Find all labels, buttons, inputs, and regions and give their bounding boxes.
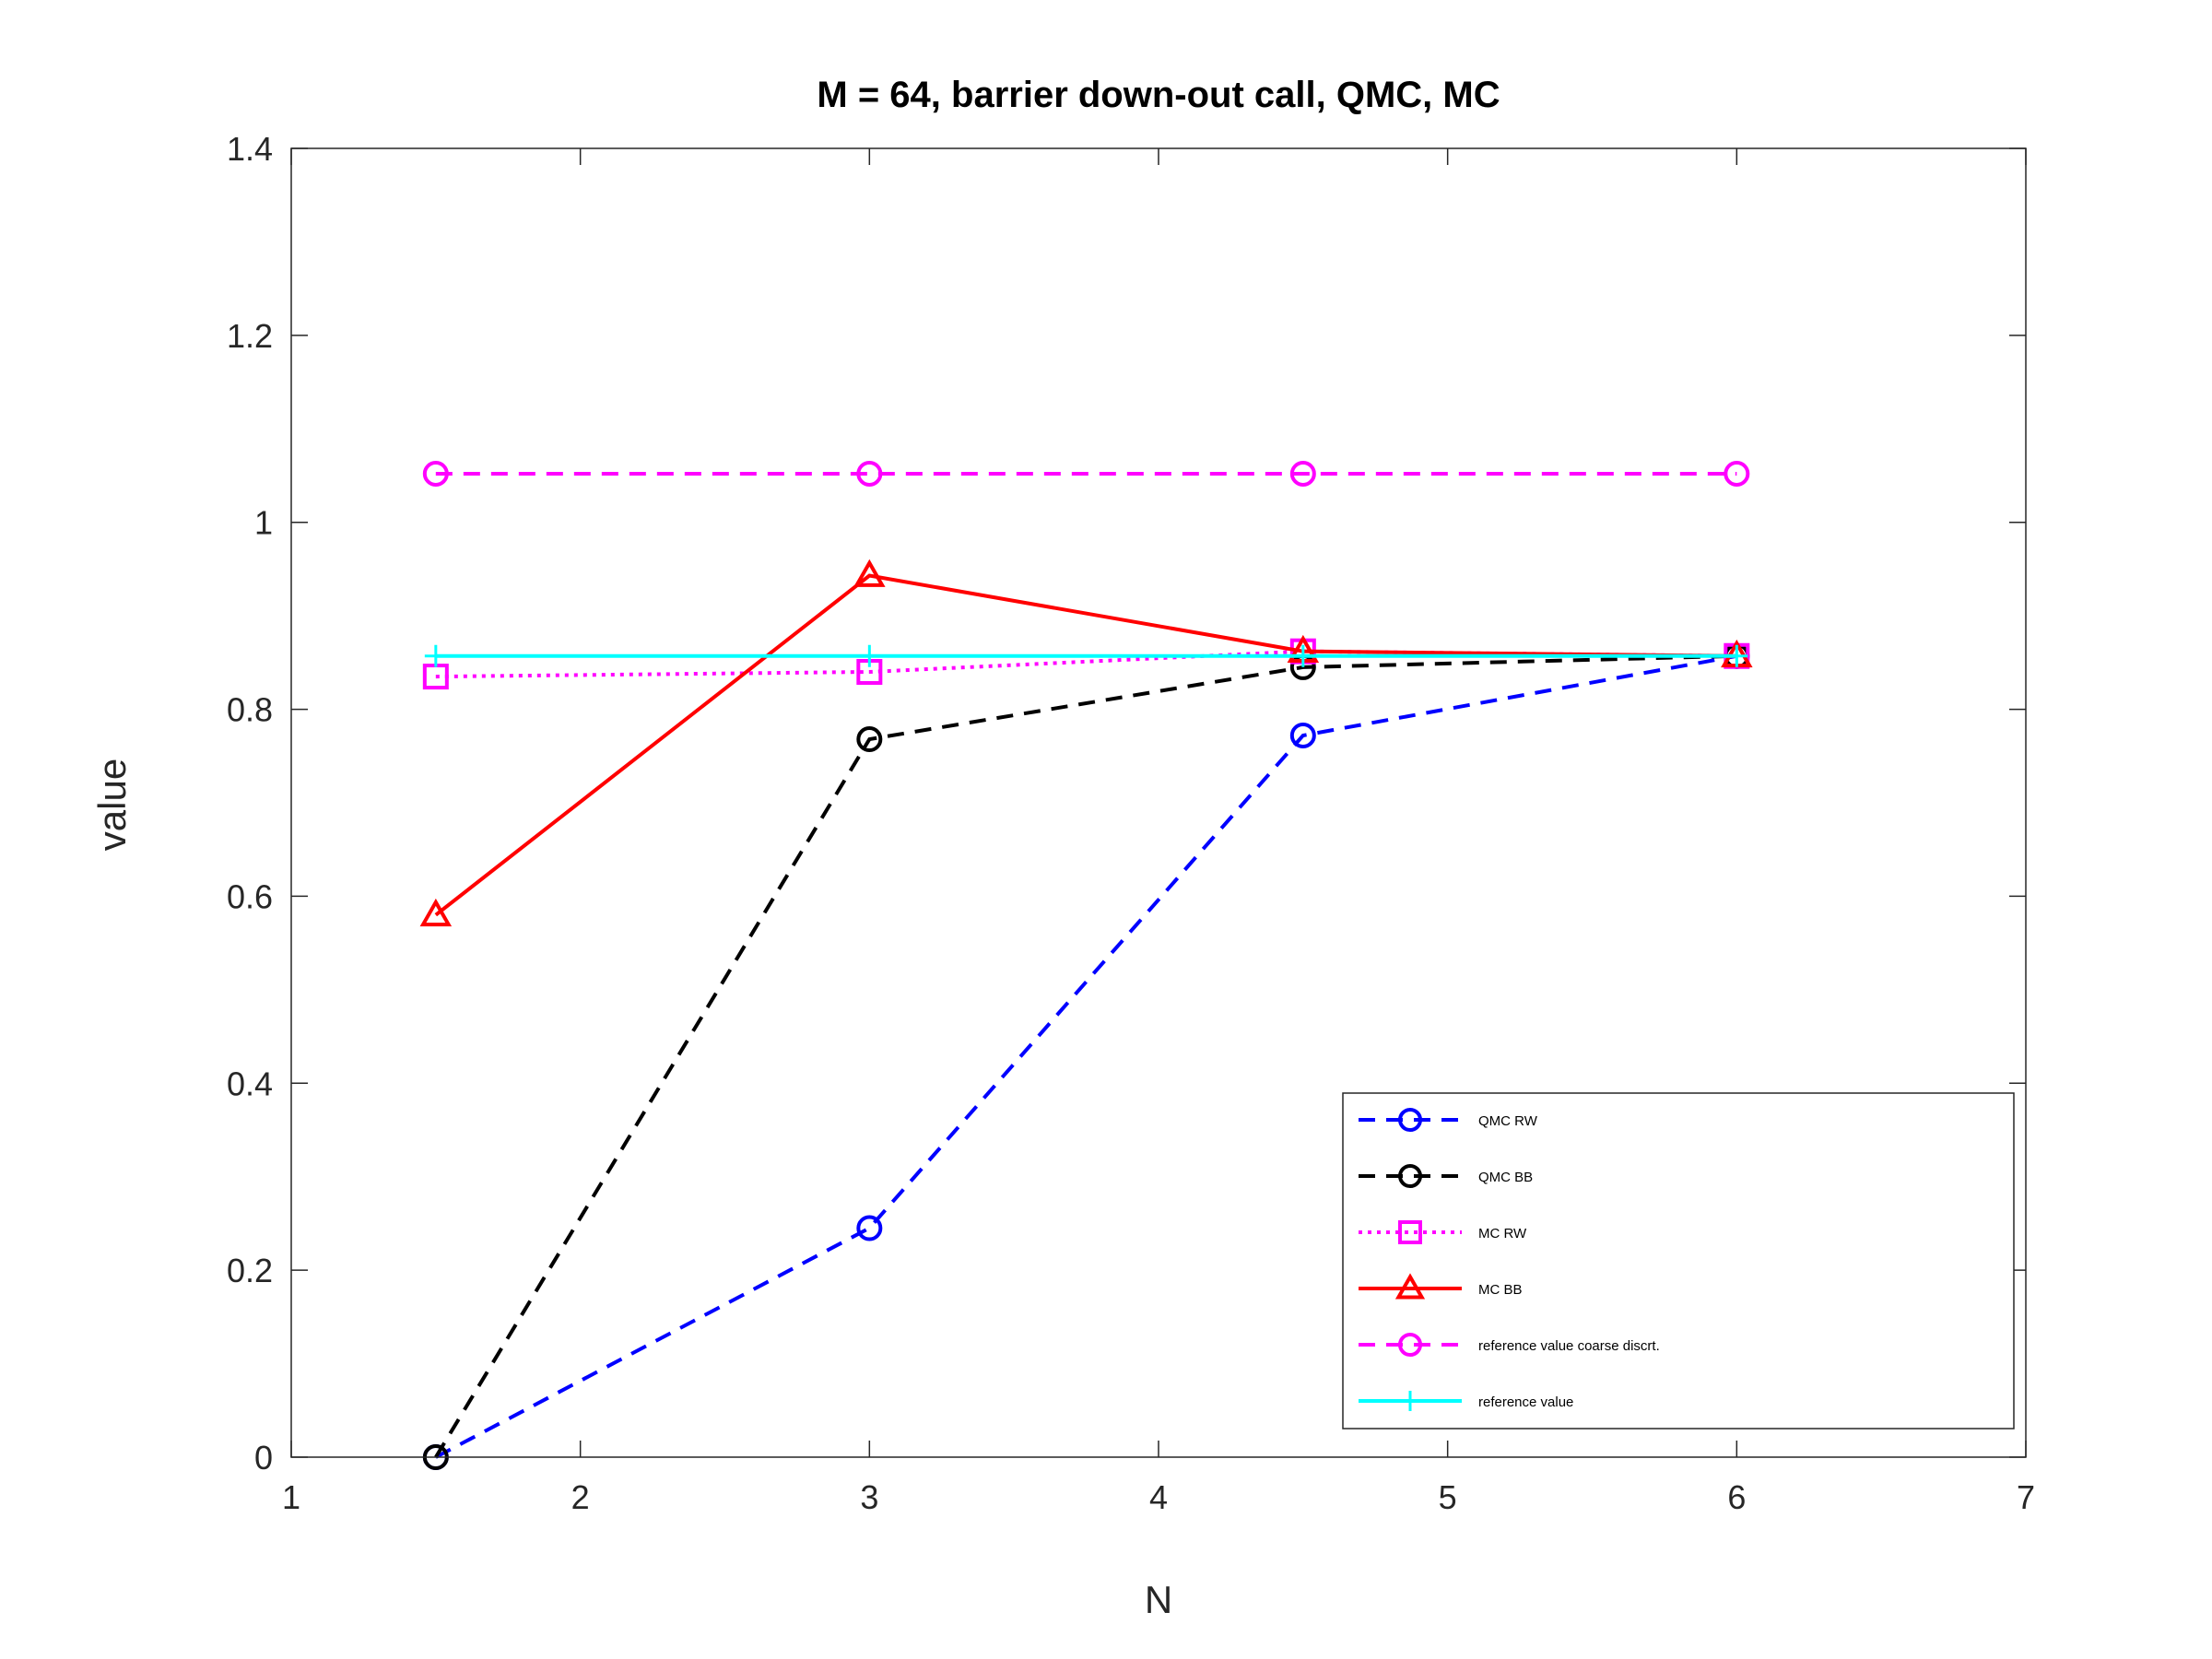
data-point bbox=[856, 460, 883, 487]
legend-box bbox=[1342, 1092, 2015, 1430]
data-point bbox=[1291, 644, 1314, 667]
legend-label: reference value bbox=[1478, 1394, 1573, 1410]
y-tick-label: 0.2 bbox=[227, 1252, 273, 1289]
y-tick-label: 1 bbox=[254, 504, 273, 542]
y-tick-label: 1.2 bbox=[227, 317, 273, 355]
y-tick-label: 1.4 bbox=[227, 130, 273, 168]
data-point bbox=[1289, 460, 1316, 487]
axes-frame bbox=[290, 147, 2027, 1458]
x-axis-label: N bbox=[1145, 1578, 1172, 1621]
series-ref-coarse bbox=[422, 460, 1750, 487]
data-point bbox=[419, 898, 453, 927]
legend-marker bbox=[1398, 1164, 1422, 1188]
legend-entry: reference value coarse discrt. bbox=[1359, 1333, 1660, 1357]
series-ref bbox=[424, 644, 1748, 667]
legend-label: reference value coarse discrt. bbox=[1478, 1338, 1660, 1354]
chart-title: M = 64, barrier down-out call, QMC, MC bbox=[817, 75, 1500, 115]
series-mc-rw bbox=[422, 638, 1750, 690]
y-axis: 0 0.2 0.4 0.6 0.8 1 1.2 1.4 bbox=[227, 130, 2026, 1477]
data-point bbox=[422, 460, 449, 487]
legend-entry: MC RW bbox=[1359, 1220, 1527, 1244]
series-mc-bb bbox=[419, 559, 1753, 927]
x-tick-label: 1 bbox=[282, 1478, 300, 1516]
legend-marker bbox=[1398, 1108, 1422, 1132]
data-point bbox=[424, 644, 447, 667]
data-point bbox=[858, 644, 881, 667]
data-point bbox=[856, 726, 883, 753]
x-tick-label: 5 bbox=[1439, 1478, 1457, 1516]
legend-marker bbox=[1400, 1391, 1420, 1411]
data-point bbox=[856, 1215, 883, 1241]
legend-entry: MC BB bbox=[1359, 1273, 1523, 1300]
series-line bbox=[434, 653, 1737, 1459]
legend-label: MC BB bbox=[1478, 1282, 1523, 1298]
legend-entry: QMC RW bbox=[1359, 1108, 1538, 1132]
legend-marker bbox=[1398, 1333, 1422, 1357]
legend-label: QMC RW bbox=[1478, 1113, 1538, 1129]
y-tick-label: 0 bbox=[254, 1439, 273, 1477]
legend-label: MC RW bbox=[1478, 1226, 1527, 1241]
x-tick-label: 7 bbox=[2017, 1478, 2035, 1516]
data-point bbox=[1289, 722, 1316, 748]
series-line bbox=[434, 573, 1737, 917]
data-point bbox=[853, 559, 886, 587]
legend-marker bbox=[1398, 1220, 1422, 1244]
y-tick-label: 0.6 bbox=[227, 877, 273, 915]
series-line bbox=[434, 653, 1737, 1459]
x-tick-label: 6 bbox=[1727, 1478, 1746, 1516]
legend-entry: QMC BB bbox=[1359, 1164, 1533, 1188]
x-tick-label: 4 bbox=[1149, 1478, 1168, 1516]
legend-label: QMC BB bbox=[1478, 1170, 1533, 1185]
legend: QMC RW QMC BB MC RW MC BB reference value co… bbox=[1342, 1092, 2015, 1430]
data-point bbox=[1725, 644, 1748, 667]
y-tick-label: 0.8 bbox=[227, 691, 273, 729]
y-tick-label: 0.4 bbox=[227, 1065, 273, 1102]
plot-area bbox=[419, 460, 1753, 1470]
x-tick-label: 3 bbox=[860, 1478, 878, 1516]
x-tick-label: 2 bbox=[571, 1478, 590, 1516]
legend-marker bbox=[1394, 1273, 1426, 1300]
y-axis-label: value bbox=[90, 759, 134, 851]
legend-entry: reference value bbox=[1359, 1391, 1573, 1411]
data-point bbox=[1724, 460, 1750, 487]
